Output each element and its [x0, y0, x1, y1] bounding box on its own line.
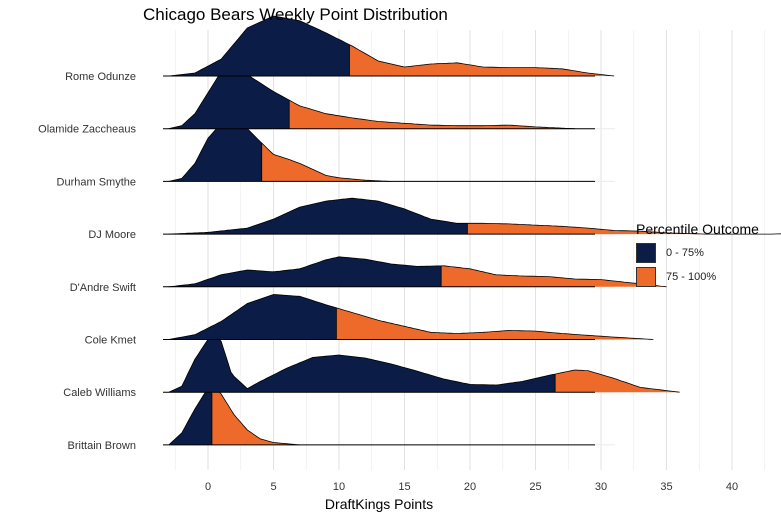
- ridge-area-high: [336, 307, 654, 340]
- ridge-area-high: [211, 384, 300, 445]
- y-tick-label: Cole Kmet: [85, 335, 136, 347]
- legend-swatch-low: [636, 243, 656, 263]
- ridge-area-high: [289, 100, 575, 129]
- x-tick-label: 35: [660, 481, 672, 493]
- ridge-outline: [168, 15, 615, 77]
- ridge-area-high: [555, 370, 680, 393]
- ridge-dj-moore: [163, 197, 781, 235]
- ridge-outline: [168, 256, 667, 288]
- ridge-durham-smythe: [163, 120, 595, 182]
- ridge-area-low: [168, 121, 262, 182]
- y-tick-label: Durham Smythe: [57, 176, 136, 188]
- ridge-outline: [168, 384, 300, 446]
- legend-label-low: 0 - 75%: [666, 247, 704, 259]
- chart-title: Chicago Bears Weekly Point Distribution: [143, 5, 448, 24]
- ridge-area-high: [441, 265, 667, 287]
- ridge-outline: [168, 197, 781, 235]
- ridge-area-low: [168, 256, 442, 287]
- ridge-brittain-brown: [163, 384, 595, 446]
- legend-swatch-high: [636, 267, 656, 287]
- ridge-outline: [168, 333, 680, 393]
- ridge-area-high: [349, 44, 615, 76]
- ridge-area-low: [168, 16, 350, 76]
- ridge-area-low: [168, 334, 556, 393]
- ridge-caleb-williams: [163, 333, 680, 393]
- y-tick-label: DJ Moore: [88, 229, 136, 241]
- ridge-outline: [168, 294, 654, 340]
- x-tick-label: 5: [270, 481, 276, 493]
- legend-label-high: 75 - 100%: [666, 271, 717, 283]
- legend-title: Percentile Outcome: [636, 221, 759, 237]
- ridge-area-low: [168, 384, 212, 445]
- ridge-area-low: [168, 294, 337, 340]
- x-tick-label: 15: [398, 481, 410, 493]
- x-tick-label: 30: [595, 481, 607, 493]
- x-tick-label: 40: [726, 481, 738, 493]
- ridge-olamide-zaccheaus: [163, 68, 595, 130]
- y-tick-label: Caleb Williams: [63, 387, 136, 399]
- y-tick-label: D'Andre Swift: [70, 282, 136, 294]
- x-tick-label: 10: [333, 481, 345, 493]
- y-tick-label: Olamide Zaccheaus: [38, 124, 136, 136]
- ridge-outline: [168, 120, 392, 182]
- x-tick-label: 25: [529, 481, 541, 493]
- x-tick-label: 0: [205, 481, 211, 493]
- ridge-area-high: [261, 143, 392, 182]
- ridge-cole-kmet: [163, 294, 654, 340]
- legend-item-low: 0 - 75%: [636, 242, 704, 264]
- legend-item-high: 75 - 100%: [636, 266, 716, 288]
- y-tick-label: Brittain Brown: [68, 440, 136, 452]
- ridge-rome-odunze: [163, 15, 615, 77]
- ridge-d-andre-swift: [163, 256, 667, 288]
- ridge-area-low: [168, 68, 290, 129]
- ridge-area-low: [168, 198, 468, 235]
- x-tick-label: 20: [464, 481, 476, 493]
- y-tick-label: Rome Odunze: [65, 71, 136, 83]
